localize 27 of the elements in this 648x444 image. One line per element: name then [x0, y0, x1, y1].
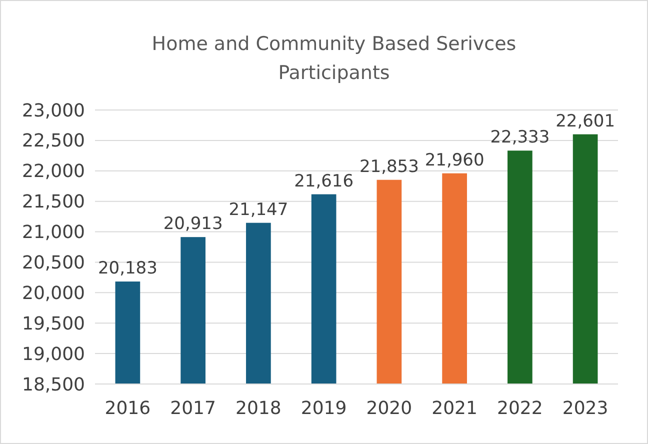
x-tick-label: 2017 [170, 398, 216, 419]
x-tick-label: 2020 [366, 398, 412, 419]
y-tick-label: 22,500 [22, 130, 85, 152]
data-label: 20,913 [163, 214, 223, 234]
x-tick-label: 2023 [562, 398, 608, 419]
y-tick-label: 19,500 [22, 313, 85, 334]
y-tick-label: 21,000 [22, 222, 85, 244]
data-label: 21,853 [359, 156, 419, 177]
data-label: 22,601 [556, 111, 616, 132]
x-tick-label: 2018 [236, 398, 282, 419]
x-tick-label: 2019 [300, 398, 347, 419]
data-label: 21,616 [294, 171, 354, 192]
x-tick-label: 2022 [497, 398, 543, 419]
data-label: 20,183 [98, 258, 158, 279]
y-tick-label: 19,000 [22, 344, 85, 365]
y-tick-label: 21,500 [22, 192, 85, 213]
y-tick-label: 20,000 [22, 282, 85, 304]
data-label: 22,333 [490, 128, 550, 148]
x-tick-label: 2016 [104, 398, 151, 419]
data-label: 21,147 [228, 200, 288, 220]
x-tick-label: 2021 [432, 398, 478, 419]
y-tick-label: 18,500 [22, 374, 85, 396]
y-tick-label: 20,500 [22, 252, 85, 274]
y-tick-label: 23,000 [22, 100, 85, 122]
data-label: 21,960 [424, 150, 484, 170]
chart-title: Home and Community Based Serivces Participants [152, 33, 516, 84]
y-tick-label: 22,000 [22, 161, 85, 182]
